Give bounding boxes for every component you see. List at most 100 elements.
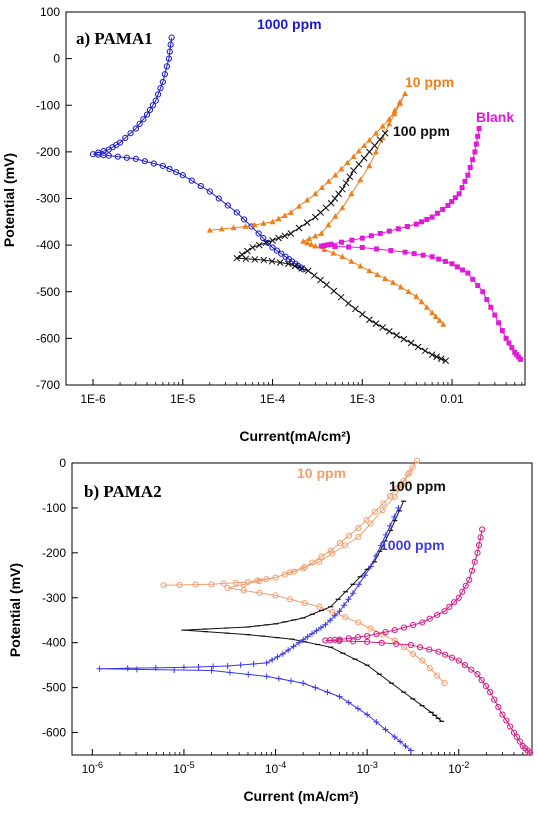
- panel-b-series-1000-ppm-point: [313, 627, 320, 634]
- panel-a-series-100-ppm: [233, 129, 450, 365]
- panel-b-series-blank-point: [510, 729, 518, 736]
- panel-a-series-blank-point: [473, 141, 479, 147]
- panel-a-series-100-ppm-point: [295, 224, 303, 232]
- panel-b-series-10-ppm-point: [329, 608, 336, 616]
- panel-a-series-blank-point: [339, 239, 345, 245]
- panel-a-series-100-ppm-point: [393, 331, 400, 339]
- panel-b-series-10-ppm-point: [413, 457, 421, 464]
- panel-a-series-10-ppm-point: [325, 221, 332, 228]
- panel-a-series-10-ppm-point: [304, 196, 311, 203]
- panel-a-series-blank-point: [470, 276, 476, 282]
- panel-a-series-10-ppm-point: [321, 246, 328, 253]
- panel-b-series-blank-point: [382, 628, 389, 636]
- panel-b-series-10-ppm-point: [434, 672, 441, 679]
- panel-b-series-10-ppm-point: [300, 565, 307, 572]
- panel-b-series-10-ppm-point: [345, 532, 353, 539]
- panel-b-series-blank-point: [459, 588, 466, 595]
- panel-a-series-1000-ppm-point: [157, 85, 164, 92]
- panel-b-y-tick-label: -300: [42, 591, 66, 605]
- panel-a-series-1000-ppm-point: [105, 152, 112, 159]
- panel-a-series-blank-point: [377, 230, 383, 236]
- panel-b-series-blank-point: [455, 594, 462, 601]
- panel-a-series-blank-point: [434, 210, 440, 216]
- panel-a-series-100-ppm-point: [372, 320, 380, 327]
- panel-b-series-1000-ppm-point: [395, 504, 402, 511]
- panel-a-series-blank-point: [454, 264, 460, 270]
- panel-a-series-10-ppm-point: [296, 203, 303, 209]
- panel-b-series-1000-ppm-point: [226, 669, 233, 676]
- panel-a-series-blank-point: [359, 244, 365, 250]
- panel-b-series-1000-ppm-point: [224, 663, 231, 670]
- panel-b-series-blank-point: [461, 662, 469, 669]
- panel-a-series-100-ppm-point: [242, 255, 250, 263]
- panel-a-series-100-ppm-point: [304, 267, 312, 275]
- panel-a-x-tick-label: 1E-6: [80, 392, 106, 406]
- panel-b-label-1000ppm: 1000 ppm: [380, 537, 445, 553]
- panel-a-series-100-ppm-point: [442, 357, 450, 365]
- panel-b-series-1000-ppm-point: [208, 667, 215, 674]
- panel-a-series-1000-ppm-point: [146, 106, 154, 114]
- panel-a-series-100-ppm-point: [342, 179, 350, 187]
- panel-a-series-100-ppm-point: [255, 241, 263, 249]
- panel-b-series-blank-point: [373, 630, 380, 638]
- panel-b-series-10-ppm-point: [342, 614, 349, 621]
- panel-b-series-10-ppm-point: [287, 596, 294, 603]
- panel-b-series-100-ppm-line: [183, 500, 442, 722]
- panel-a-series-blank-point: [459, 185, 465, 191]
- panel-a-series-1000-ppm-point: [215, 195, 222, 202]
- panel-a-series-10-ppm-point: [339, 253, 346, 260]
- panel-a-series-10-ppm-point: [300, 238, 307, 244]
- panel-a-series-1000-ppm-point: [161, 71, 168, 78]
- panel-b-y-tick-label: -400: [42, 636, 66, 650]
- panel-b-series-blank-point: [378, 639, 385, 646]
- panel-b-series-blank-point: [442, 651, 449, 658]
- panel-b-series-blank-point: [503, 717, 510, 724]
- panel-a-series-100-ppm-point: [407, 339, 415, 347]
- panel-b-x-axis-label: Current (mA/cm²): [243, 788, 358, 804]
- panel-b-series-1000-ppm-point: [345, 699, 352, 706]
- panel-a-series-blank-point: [402, 249, 408, 255]
- panel-a-series-blank-point: [465, 270, 471, 276]
- panel-b-series-blank-point: [419, 619, 426, 626]
- panel-a-x-tick-label: 0.01: [440, 392, 464, 406]
- panel-a-series-10-ppm-point: [350, 153, 357, 159]
- panel-b-series-blank-point: [446, 603, 453, 610]
- panel-b-series-1000-ppm-point: [275, 675, 282, 682]
- panel-b-series-blank-point: [322, 637, 329, 644]
- panel-a-series-10-ppm-point: [332, 213, 339, 219]
- panel-b-x-tick-label: 10-6: [82, 760, 103, 776]
- panel-b-series-10-ppm-point: [272, 574, 279, 581]
- panel-a-series-blank-point: [411, 251, 417, 257]
- panel-a-series-100-ppm-point: [366, 316, 373, 324]
- panel-a-series-100-ppm-point: [268, 257, 276, 265]
- panel-b-series-10-ppm-point: [301, 599, 308, 607]
- panel-b-series-10-ppm-point: [400, 477, 407, 485]
- panel-b-series-10-ppm-point: [254, 577, 261, 584]
- panel-b-series-10-ppm-point: [327, 547, 334, 554]
- panel-b-series-10-ppm-point: [367, 625, 374, 632]
- panel-b-series-10-ppm-point: [240, 587, 247, 594]
- panel-b-series-blank-point: [364, 638, 371, 645]
- panel-a-series-100-ppm-point: [345, 300, 352, 307]
- panel-a-series-blank-point: [449, 199, 455, 205]
- panel-b-series-blank-point: [416, 644, 424, 651]
- panel-b-series-1000-ppm-point: [295, 639, 302, 646]
- panel-b-title: b) PAMA2: [84, 482, 162, 501]
- panel-a-series-blank-point: [328, 241, 334, 247]
- panel-a-series-blank-point: [488, 304, 494, 310]
- panel-b-series-blank: [322, 526, 534, 756]
- panel-b-series-1000-ppm-point: [407, 747, 414, 754]
- panel-a-series-blank-point: [499, 328, 505, 334]
- panel-a-series-100-ppm-point: [251, 256, 259, 263]
- panel-a-series-100-ppm-point: [366, 148, 373, 156]
- panel-a-series-100-ppm-point: [233, 254, 241, 262]
- panel-a-series-10-ppm-point: [332, 171, 339, 178]
- panel-b-series-10-ppm-point: [371, 508, 379, 515]
- panel-b-series-blank-point: [468, 666, 475, 673]
- panel-b-series-1000-ppm-point: [336, 608, 343, 615]
- panel-a-label-100ppm: 100 ppm: [393, 123, 450, 139]
- panel-a-series-1000-ppm-point: [165, 55, 172, 62]
- panel-b-series-blank-point: [507, 723, 514, 730]
- panel-a-series-blank-point: [349, 237, 355, 243]
- panel-a-series-blank-point: [386, 228, 392, 234]
